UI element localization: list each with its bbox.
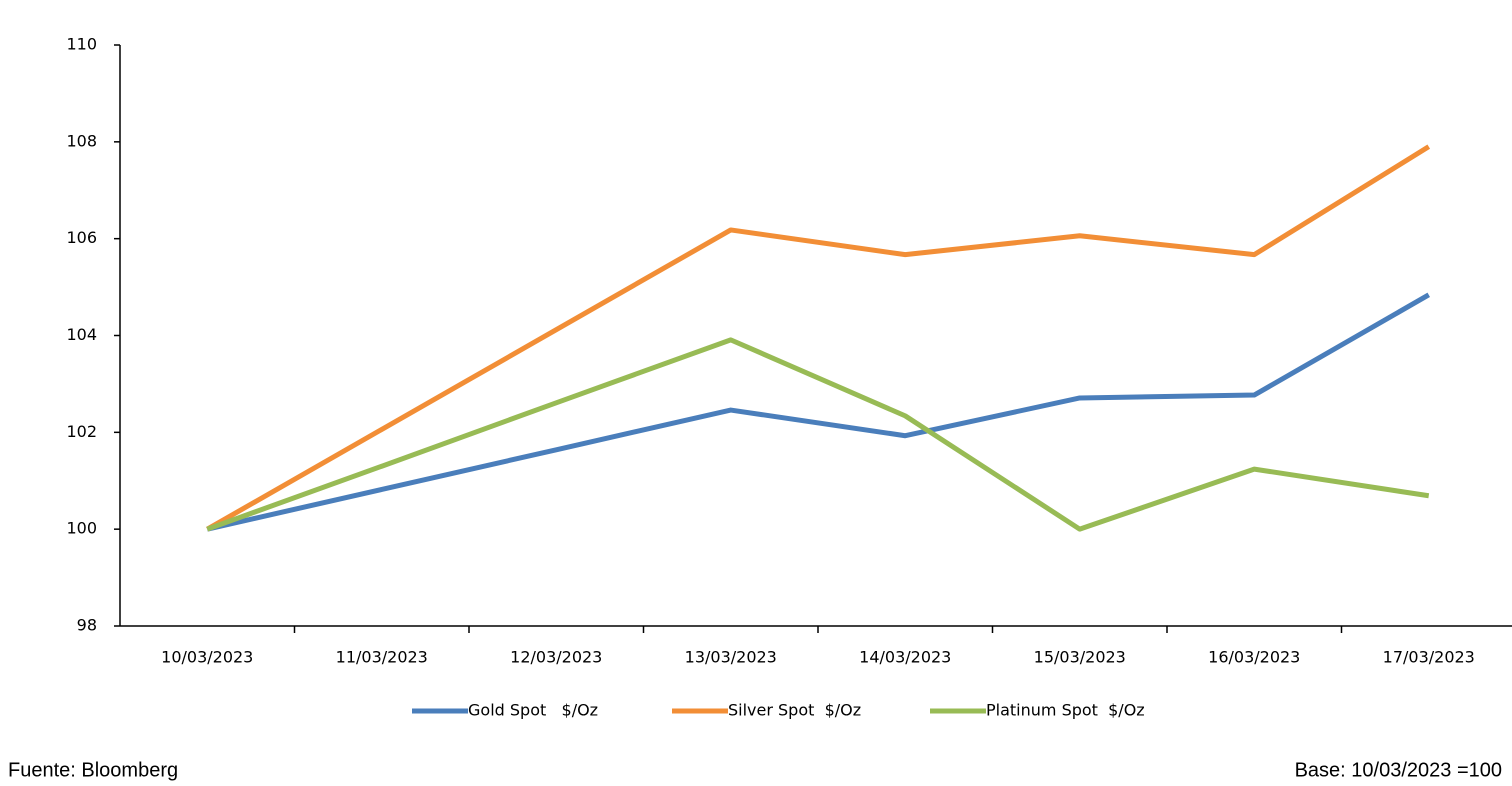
y-tick-label: 100 (66, 519, 97, 538)
legend-label: Silver Spot $/Oz (728, 701, 861, 720)
x-tick-label: 13/03/2023 (685, 648, 777, 667)
y-tick-label: 106 (66, 228, 97, 247)
x-tick-label: 11/03/2023 (336, 648, 428, 667)
legend-label: Gold Spot $/Oz (468, 701, 598, 720)
x-tick-label: 12/03/2023 (510, 648, 602, 667)
x-tick-label: 14/03/2023 (859, 648, 951, 667)
series-line (206, 337, 1430, 532)
y-tick-label: 98 (77, 616, 97, 635)
y-tick-label: 110 (66, 35, 97, 54)
legend-label: Platinum Spot $/Oz (986, 701, 1145, 720)
x-tick-label: 17/03/2023 (1383, 648, 1475, 667)
x-tick-label: 15/03/2023 (1034, 648, 1126, 667)
y-tick-label: 108 (66, 131, 97, 150)
source: Fuente: Bloomberg (8, 759, 178, 781)
y-tick-label: 102 (66, 422, 97, 441)
x-tick-label: 10/03/2023 (161, 648, 253, 667)
x-tick-label: 16/03/2023 (1208, 648, 1300, 667)
series-line (206, 292, 1430, 532)
y-tick-label: 104 (66, 325, 97, 344)
series-line (206, 144, 1431, 532)
note: Base: 10/03/2023 =100 (1295, 759, 1502, 781)
